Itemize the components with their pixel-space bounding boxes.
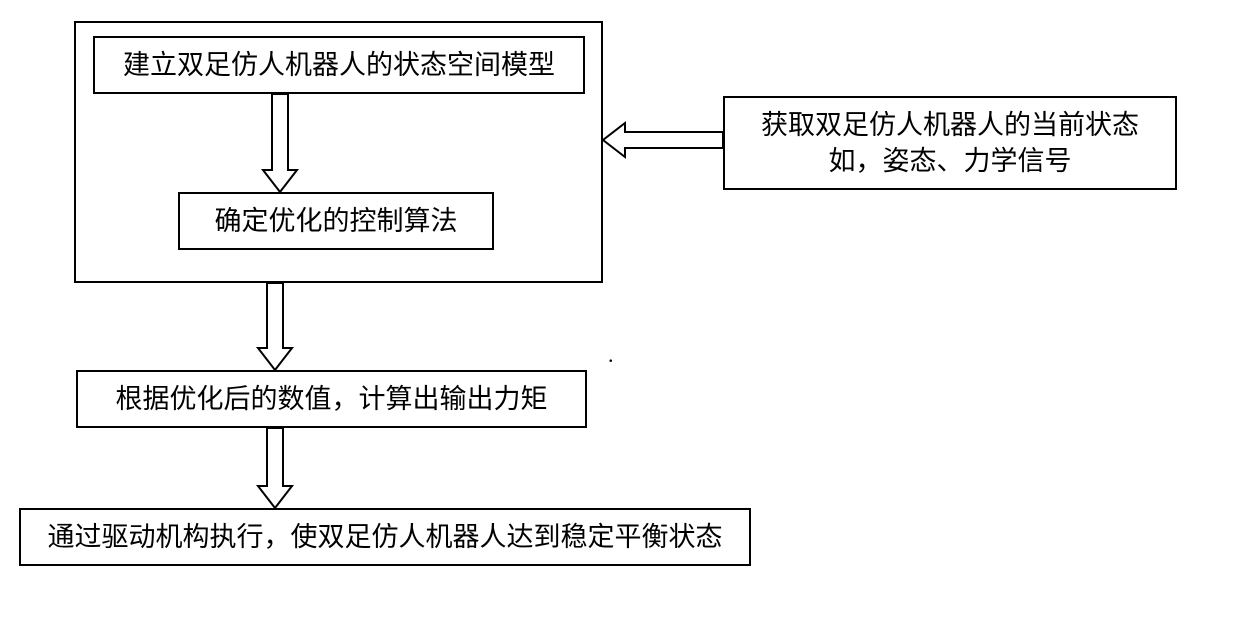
node-label: 通过驱动机构执行，使双足仿人机器人达到稳定平衡状态 xyxy=(48,519,723,555)
arrow-down-icon xyxy=(256,428,294,510)
arrow-down-icon xyxy=(261,94,299,194)
node-label: 建立双足仿人机器人的状态空间模型 xyxy=(123,47,555,83)
node-state-space-model: 建立双足仿人机器人的状态空间模型 xyxy=(93,36,585,94)
node-control-algorithm: 确定优化的控制算法 xyxy=(178,192,494,250)
arrow-left-icon xyxy=(603,121,725,159)
node-label: 获取双足仿人机器人的当前状态 如，姿态、力学信号 xyxy=(761,107,1139,180)
node-output-torque: 根据优化后的数值，计算出输出力矩 xyxy=(76,370,587,428)
node-stable-balance: 通过驱动机构执行，使双足仿人机器人达到稳定平衡状态 xyxy=(19,508,751,566)
node-current-state-input: 获取双足仿人机器人的当前状态 如，姿态、力学信号 xyxy=(723,96,1177,190)
decorative-dot: . xyxy=(608,342,614,368)
arrow-down-icon xyxy=(256,283,294,372)
node-label: 确定优化的控制算法 xyxy=(215,203,458,239)
node-label: 根据优化后的数值，计算出输出力矩 xyxy=(116,381,548,417)
